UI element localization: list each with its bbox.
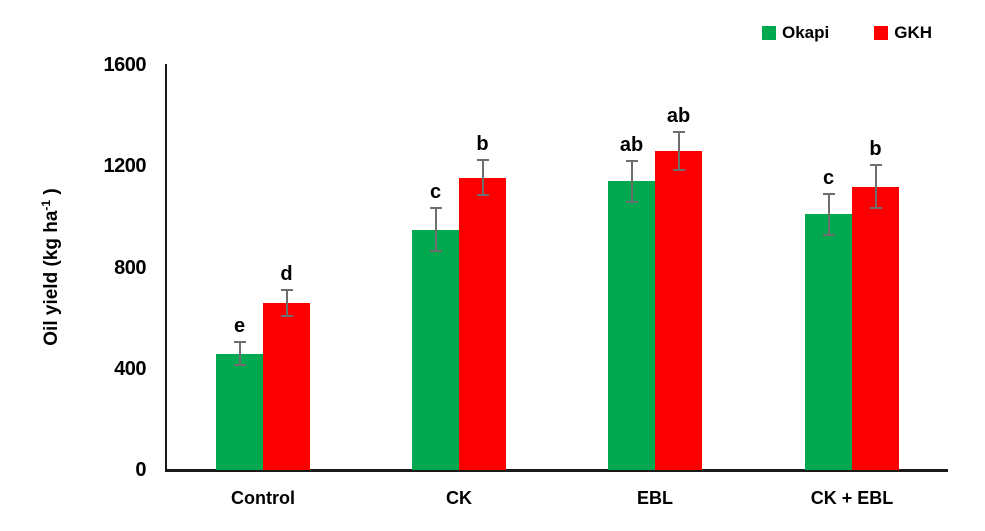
x-category-label: CK + EBL — [810, 488, 894, 508]
error-bar-line — [285, 290, 288, 316]
error-bar-cap-bottom — [476, 194, 489, 197]
error-bar-line — [630, 161, 633, 202]
significance-letter: ab — [666, 105, 691, 128]
significance-letter: c — [429, 181, 442, 204]
error-bar-cap-top — [233, 341, 246, 344]
legend-swatch-icon — [761, 26, 776, 40]
y-tick-label: 400 — [114, 357, 146, 380]
error-bar-cap-top — [476, 158, 489, 161]
y-tick-label: 1600 — [103, 54, 147, 76]
error-bar-cap-bottom — [822, 233, 835, 236]
bar-gkh-ck — [459, 177, 506, 470]
error-bar-line — [481, 159, 484, 196]
significance-letter: e — [233, 315, 246, 338]
legend-item-okapi: Okapi — [761, 23, 830, 42]
bar-okapi-ck — [412, 229, 459, 470]
x-category-label: CK — [446, 488, 472, 508]
legend-label: GKH — [894, 23, 932, 42]
error-bar-cap-bottom — [280, 314, 293, 317]
x-axis-line — [165, 469, 948, 472]
error-bar-cap-bottom — [429, 250, 442, 253]
significance-letter: c — [822, 167, 835, 190]
x-category-label: EBL — [637, 488, 673, 508]
significance-letter: d — [280, 263, 293, 286]
error-bar-cap-top — [869, 163, 882, 166]
error-bar-line — [238, 342, 241, 365]
error-bar-cap-bottom — [233, 363, 246, 366]
legend-item-gkh: GKH — [874, 24, 932, 42]
x-category-label: Control — [231, 488, 295, 508]
y-axis-title-suffix: ) — [41, 188, 63, 200]
error-bar-cap-bottom — [869, 207, 882, 210]
legend-label: Okapi — [781, 23, 830, 42]
significance-letter: b — [476, 132, 489, 155]
bar-okapi-ck-ebl — [805, 214, 852, 470]
bar-gkh-control — [263, 302, 310, 470]
error-bar-line — [827, 194, 830, 235]
y-tick-label: 0 — [135, 459, 146, 481]
bar-gkh-ck-ebl — [852, 186, 899, 470]
legend-swatch-icon — [874, 26, 889, 40]
error-bar-cap-top — [625, 160, 638, 163]
bar-gkh-ebl — [655, 151, 702, 470]
error-bar-cap-top — [822, 193, 835, 196]
bar-okapi-ebl — [608, 181, 655, 470]
y-tick-label: 1200 — [103, 155, 147, 178]
error-bar-line — [677, 132, 680, 171]
bar-okapi-control — [216, 353, 263, 470]
error-bar-line — [434, 208, 437, 252]
y-tick-label: 800 — [114, 256, 146, 279]
y-axis-title-superscript: -1 — [38, 199, 53, 211]
error-bar-line — [874, 164, 877, 209]
significance-letter: b — [869, 137, 882, 160]
error-bar-cap-top — [429, 207, 442, 210]
significance-letter: ab — [619, 134, 644, 157]
error-bar-cap-top — [280, 289, 293, 292]
error-bar-cap-bottom — [672, 169, 685, 172]
error-bar-cap-bottom — [625, 200, 638, 203]
y-axis-line — [165, 64, 167, 471]
error-bar-cap-top — [672, 131, 685, 134]
legend: Okapi GKH — [761, 23, 932, 42]
